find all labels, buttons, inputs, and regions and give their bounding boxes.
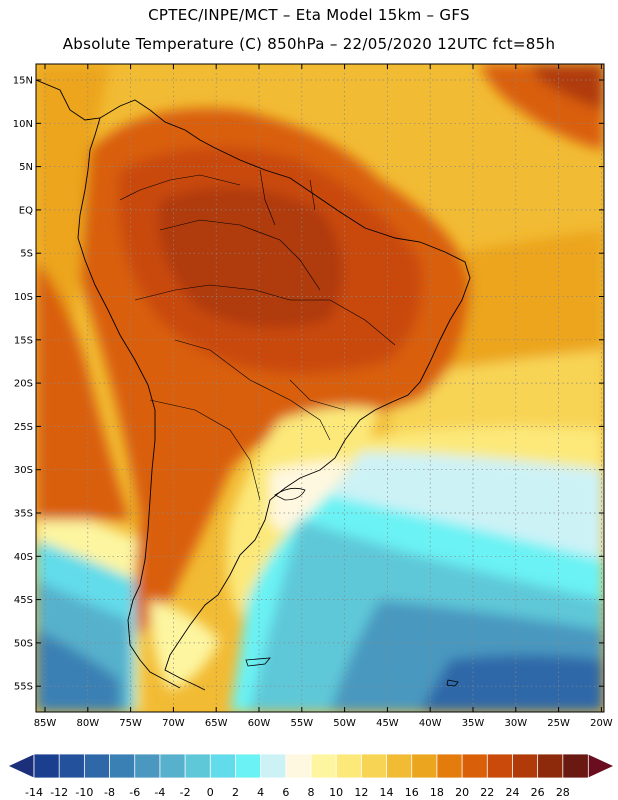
colorbar-swatch	[285, 753, 312, 779]
lat-label-eq: EQ	[19, 205, 33, 216]
colorbar-swatch	[360, 753, 388, 779]
lat-label-40s: 40S	[14, 552, 33, 563]
chart-title-line-2: Absolute Temperature (C) 850hPa – 22/05/…	[62, 35, 556, 53]
colorbar	[7, 753, 615, 779]
colorbar-label: 18	[430, 786, 444, 799]
lon-label-40w: 40W	[419, 718, 442, 729]
map-frame	[35, 63, 605, 713]
chart-title-line-1: CPTEC/INPE/MCT – Eta Model 15km – GFS	[148, 6, 470, 24]
temperature-field	[36, 64, 604, 712]
colorbar-label: 8	[308, 786, 315, 799]
colorbar-swatch	[310, 753, 337, 779]
colorbar-swatch	[486, 753, 514, 779]
lon-label-20w: 20W	[590, 718, 613, 729]
colorbar-label: 16	[405, 786, 419, 799]
coastline	[36, 79, 471, 691]
colorbar-swatch	[134, 753, 161, 779]
colorbar-swatch	[83, 753, 111, 779]
colorbar-swatch	[386, 753, 413, 779]
map-grid	[36, 64, 604, 712]
colorbar-labels: -14 -12 -10 -8 -6 -4 -2 0 2 4 6 8 10 12 14 16 18 20 22 24 26…	[25, 786, 570, 799]
lon-label-70w: 70W	[162, 718, 185, 729]
colorbar-label: 0	[207, 786, 214, 799]
colorbar-label: -10	[75, 786, 93, 799]
colorbar-label: 26	[531, 786, 545, 799]
lon-label-35w: 35W	[462, 718, 485, 729]
lon-label-75w: 75W	[119, 718, 142, 729]
colorbar-swatch	[235, 753, 262, 779]
lon-label-50w: 50W	[333, 718, 356, 729]
colorbar-swatch	[512, 753, 539, 779]
lat-label-50s: 50S	[14, 638, 33, 649]
lon-label-85w: 85W	[34, 718, 57, 729]
colorbar-label: 12	[354, 786, 368, 799]
colorbar-swatch	[411, 753, 438, 779]
colorbar-swatch	[58, 753, 86, 779]
colorbar-label: 6	[282, 786, 289, 799]
lat-label-30s: 30S	[14, 465, 33, 476]
lat-label-25s: 25S	[14, 422, 33, 433]
lon-label-30w: 30W	[504, 718, 527, 729]
lat-label-10s: 10S	[14, 292, 33, 303]
colorbar-label: 28	[556, 786, 570, 799]
colorbar-label: 2	[232, 786, 239, 799]
colorbar-label: -12	[50, 786, 68, 799]
colorbar-min-arrow	[7, 753, 35, 779]
colorbar-label: -4	[154, 786, 165, 799]
lon-label-80w: 80W	[76, 718, 99, 729]
colorbar-swatch	[436, 753, 463, 779]
colorbar-label: -2	[180, 786, 191, 799]
colorbar-swatch	[335, 753, 363, 779]
colorbar-swatch	[184, 753, 211, 779]
longitude-labels: 85W 80W 75W 70W 65W 60W 55W 50W 45W 40W 35W 30W 25W 2…	[34, 718, 613, 729]
lon-label-60w: 60W	[248, 718, 271, 729]
colorbar-swatch	[260, 753, 287, 779]
lat-label-35s: 35S	[14, 509, 33, 520]
lon-label-65w: 65W	[205, 718, 228, 729]
colorbar-label: -14	[25, 786, 43, 799]
colorbar-swatch	[33, 753, 60, 779]
lon-label-25w: 25W	[547, 718, 570, 729]
lat-label-15n: 15N	[13, 76, 33, 87]
lat-label-45s: 45S	[14, 595, 33, 606]
lat-label-5n: 5N	[19, 162, 33, 173]
colorbar-label: 24	[505, 786, 519, 799]
colorbar-swatch	[209, 753, 237, 779]
colorbar-label: 10	[329, 786, 343, 799]
lat-label-55s: 55S	[14, 682, 33, 693]
latitude-labels: 15N 10N 5N EQ 5S 10S 15S 20S 25S 30S 35S 40S 45S 50S 5…	[13, 76, 33, 693]
colorbar-label: 20	[455, 786, 469, 799]
colorbar-swatch	[562, 753, 589, 779]
axis-ticks	[36, 64, 604, 712]
colorbar-swatch	[109, 753, 136, 779]
lat-label-5s: 5S	[20, 249, 33, 260]
lat-label-10n: 10N	[13, 119, 33, 130]
colorbar-swatch	[461, 753, 488, 779]
lat-label-20s: 20S	[14, 379, 33, 390]
colorbar-label: -6	[129, 786, 140, 799]
colorbar-max-arrow	[587, 753, 615, 779]
lon-label-45w: 45W	[376, 718, 399, 729]
colorbar-label: 22	[480, 786, 494, 799]
colorbar-swatch	[537, 753, 564, 779]
lon-label-55w: 55W	[290, 718, 313, 729]
colorbar-swatch	[159, 753, 186, 779]
lat-label-15s: 15S	[14, 335, 33, 346]
colorbar-label: 14	[380, 786, 394, 799]
colorbar-label: -8	[104, 786, 115, 799]
colorbar-label: 4	[257, 786, 264, 799]
